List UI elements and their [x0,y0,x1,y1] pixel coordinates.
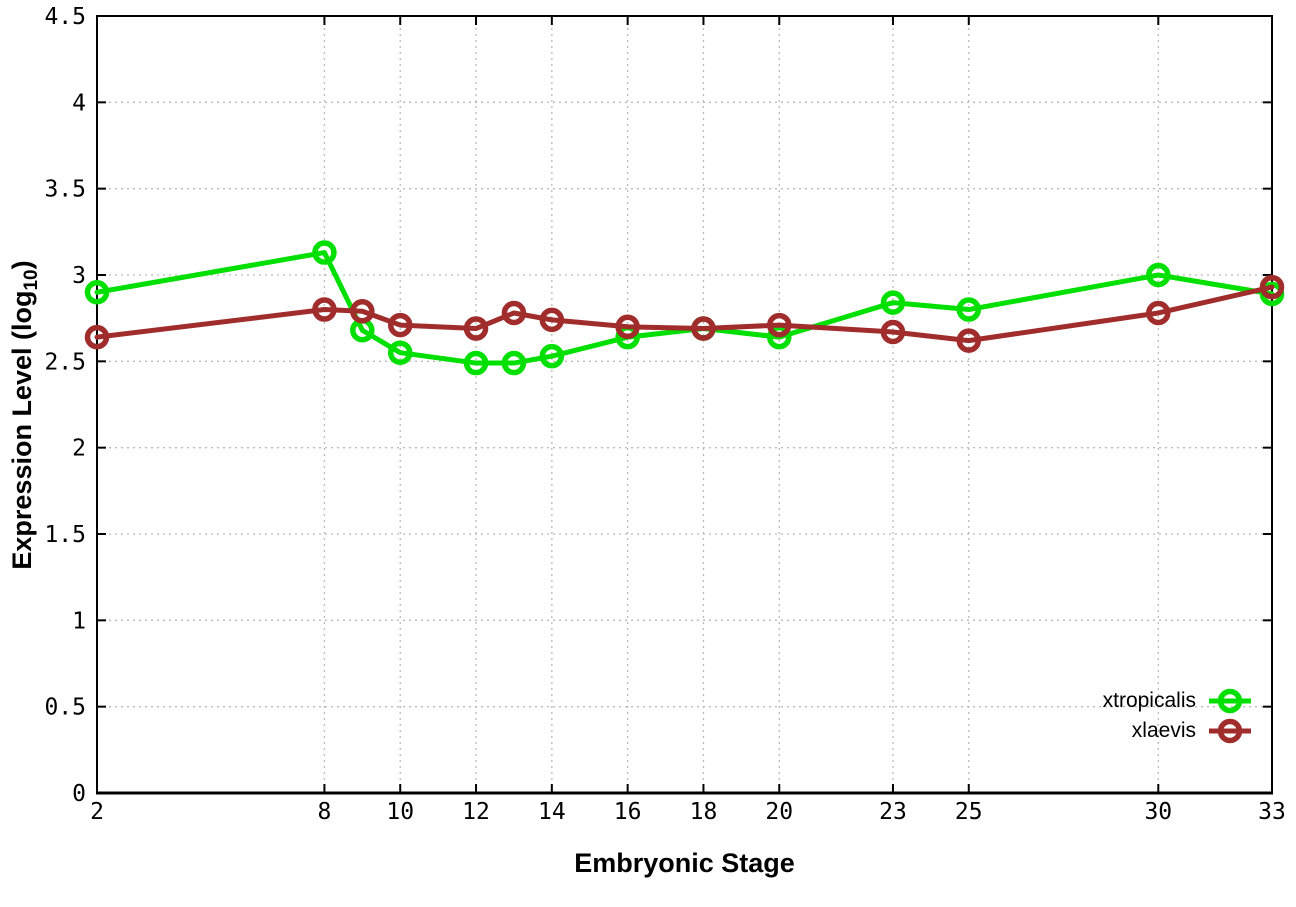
legend-label-xlaevis: xlaevis [1131,719,1196,742]
y-tick-label: 4.5 [44,4,86,30]
data-point-xtropicalis [501,350,527,376]
legend-point-sample [1217,688,1243,714]
y-axis-title-suffix: ) [6,260,37,270]
y-tick-label: 1 [72,608,86,634]
legend-point-sample [1217,718,1243,744]
data-point-xlaevis [1259,274,1285,300]
data-point-xtropicalis [956,297,982,322]
data-point-xlaevis [350,299,375,324]
data-point-xlaevis [501,300,527,326]
x-axis-title: Embryonic Stage [574,848,795,878]
legend-row-xlaevis: xlaevis [1132,716,1254,746]
data-point-xlaevis [84,324,110,350]
data-point-xlaevis [312,297,337,322]
data-point-xtropicalis [84,280,110,305]
x-tick-label: 14 [538,799,566,825]
series-line-xtropicalis [94,250,1275,366]
plot-border [96,15,1273,794]
y-tick-label: 0.5 [44,695,86,721]
data-point-xtropicalis [312,240,337,265]
data-point-xlaevis [539,307,565,333]
data-point-xlaevis [615,314,640,340]
y-tick-label: 2 [72,436,86,462]
y-tick-label: 1.5 [44,522,86,548]
data-point-xlaevis [956,328,982,353]
x-tick-label: 33 [1258,799,1286,825]
data-point-xtropicalis [539,343,565,369]
y-tick-label: 0 [72,781,86,807]
data-point-xlaevis [691,316,716,341]
x-tick-label: 25 [955,799,983,825]
y-axis-title: Expression Level (log10) [7,260,43,569]
data-point-xlaevis [880,319,906,345]
x-tick-label: 18 [690,799,718,825]
data-point-xtropicalis [387,340,413,365]
legend-marker-xlaevis [1209,718,1251,744]
y-tick-label: 3.5 [44,177,86,203]
data-point-xtropicalis [880,290,906,315]
x-tick-label: 12 [462,799,490,825]
x-tick-label: 16 [614,799,642,825]
x-tick-label: 10 [386,799,414,825]
y-tick-label: 3 [72,263,86,289]
data-point-xlaevis [767,312,792,338]
data-point-xlaevis [387,312,413,338]
y-axis-title-subscript: 10 [21,269,43,291]
data-point-xlaevis [1146,300,1171,326]
legend-label-xtropicalis: xtropicalis [1102,689,1196,712]
data-point-xlaevis [463,316,489,341]
x-tick-label: 30 [1144,799,1172,825]
legend: xtropicalis xlaevis [1103,686,1254,746]
x-tick-label: 20 [765,799,793,825]
x-tick-label: 8 [317,799,331,825]
x-tick-label: 2 [90,799,104,825]
y-axis-title-text: Expression Level (log [6,290,37,570]
data-point-xtropicalis [463,350,489,376]
y-tick-label: 4 [72,90,86,116]
data-point-xtropicalis [767,324,792,350]
series-line-xlaevis [94,284,1275,344]
x-tick-label: 23 [879,799,907,825]
data-point-xtropicalis [1146,262,1171,288]
legend-row-xtropicalis: xtropicalis [1103,686,1254,716]
y-tick-label: 2.5 [44,349,86,375]
legend-marker-xtropicalis [1209,688,1251,714]
